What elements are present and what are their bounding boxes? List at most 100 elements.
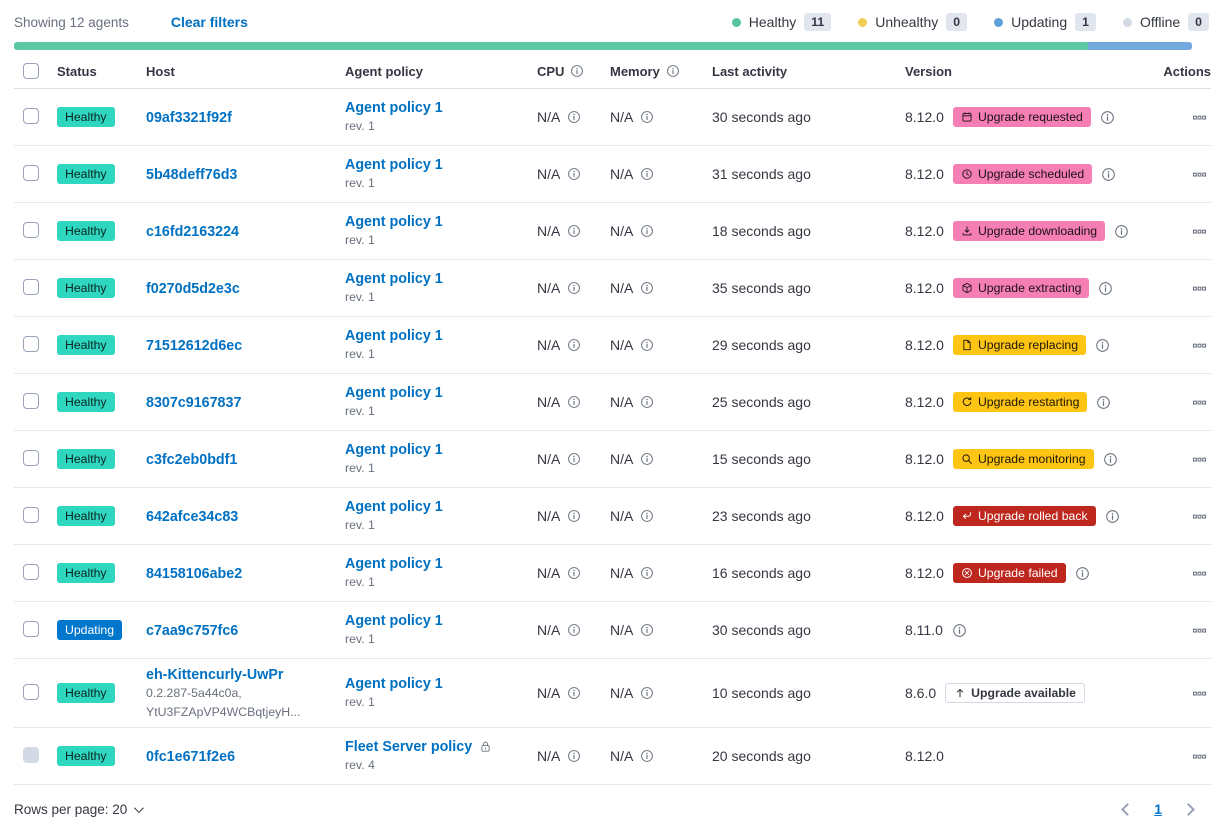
info-icon[interactable] bbox=[640, 452, 654, 466]
upgrade-info-icon[interactable] bbox=[1098, 281, 1113, 296]
info-icon[interactable] bbox=[567, 167, 581, 181]
host-link[interactable]: eh-Kittencurly-UwPr bbox=[146, 667, 284, 683]
host-link[interactable]: 5b48deff76d3 bbox=[146, 166, 238, 183]
info-icon[interactable] bbox=[640, 110, 654, 124]
info-icon[interactable] bbox=[640, 167, 654, 181]
host-link[interactable]: 0fc1e671f2e6 bbox=[146, 748, 236, 765]
row-checkbox[interactable] bbox=[23, 449, 39, 466]
row-actions-button[interactable] bbox=[1190, 336, 1209, 355]
row-checkbox[interactable] bbox=[23, 563, 39, 580]
clear-filters-link[interactable]: Clear filters bbox=[170, 14, 248, 30]
row-actions-button[interactable] bbox=[1190, 165, 1209, 184]
upgrade-info-icon[interactable] bbox=[952, 623, 967, 638]
info-icon[interactable] bbox=[567, 395, 581, 409]
info-icon[interactable] bbox=[640, 338, 654, 352]
policy-link[interactable]: Agent policy 1 bbox=[345, 384, 443, 401]
policy-link[interactable]: Agent policy 1 bbox=[345, 270, 443, 287]
info-icon[interactable] bbox=[640, 566, 654, 580]
info-icon[interactable] bbox=[567, 566, 581, 580]
info-icon[interactable] bbox=[567, 110, 581, 124]
host-link[interactable]: 642afce34c83 bbox=[146, 508, 239, 525]
upgrade-info-icon[interactable] bbox=[1100, 110, 1115, 125]
info-icon[interactable] bbox=[567, 452, 581, 466]
row-actions-button[interactable] bbox=[1190, 684, 1209, 703]
info-icon[interactable] bbox=[567, 224, 581, 238]
row-actions-button[interactable] bbox=[1190, 279, 1209, 298]
info-icon[interactable] bbox=[567, 509, 581, 523]
row-actions-button[interactable] bbox=[1190, 108, 1209, 127]
row-checkbox[interactable] bbox=[23, 506, 39, 523]
policy-link[interactable]: Agent policy 1 bbox=[345, 498, 443, 515]
info-icon[interactable] bbox=[640, 224, 654, 238]
upgrade-info-icon[interactable] bbox=[1114, 224, 1129, 239]
info-icon[interactable] bbox=[640, 395, 654, 409]
row-actions-button[interactable] bbox=[1190, 450, 1209, 469]
info-icon[interactable] bbox=[567, 749, 581, 763]
legend-item: Unhealthy 0 bbox=[858, 13, 968, 31]
select-all-checkbox[interactable] bbox=[23, 63, 39, 79]
policy-link[interactable]: Agent policy 1 bbox=[345, 156, 443, 173]
host-link[interactable]: 84158106abe2 bbox=[146, 565, 243, 582]
version-number: 8.12.0 bbox=[905, 565, 944, 581]
info-icon[interactable] bbox=[567, 281, 581, 295]
upgrade-info-icon[interactable] bbox=[1075, 566, 1090, 581]
row-checkbox[interactable] bbox=[23, 746, 39, 763]
row-checkbox[interactable] bbox=[23, 335, 39, 352]
row-actions-button[interactable] bbox=[1190, 507, 1209, 526]
row-checkbox[interactable] bbox=[23, 278, 39, 295]
page-number-1[interactable]: 1 bbox=[1154, 801, 1162, 818]
table-footer: Rows per page: 20 1 bbox=[0, 785, 1225, 817]
row-actions-button[interactable] bbox=[1190, 747, 1209, 766]
row-actions-button[interactable] bbox=[1190, 222, 1209, 241]
header-memory: Memory bbox=[610, 63, 660, 79]
rows-per-page-button[interactable]: Rows per page: 20 bbox=[14, 802, 145, 817]
upgrade-info-icon[interactable] bbox=[1096, 395, 1111, 410]
info-icon[interactable] bbox=[640, 749, 654, 763]
host-link[interactable]: f0270d5d2e3c bbox=[146, 280, 240, 297]
table-row: Healthy c16fd2163224 Agent policy 1 rev.… bbox=[14, 203, 1211, 260]
policy-link[interactable]: Fleet Server policy bbox=[345, 738, 473, 755]
upgrade-info-icon[interactable] bbox=[1105, 509, 1120, 524]
policy-link[interactable]: Agent policy 1 bbox=[345, 99, 443, 116]
info-icon[interactable] bbox=[640, 281, 654, 295]
policy-link[interactable]: Agent policy 1 bbox=[345, 612, 443, 629]
row-checkbox[interactable] bbox=[23, 107, 39, 124]
policy-link[interactable]: Agent policy 1 bbox=[345, 441, 443, 458]
memory-value: N/A bbox=[610, 109, 634, 125]
last-activity: 10 seconds ago bbox=[712, 685, 811, 702]
host-link[interactable]: 09af3321f92f bbox=[146, 109, 232, 126]
info-icon[interactable] bbox=[640, 509, 654, 523]
next-page-button[interactable] bbox=[1182, 802, 1195, 816]
host-link[interactable]: 8307c9167837 bbox=[146, 394, 242, 411]
host-link[interactable]: 71512612d6ec bbox=[146, 337, 243, 354]
row-actions-button[interactable] bbox=[1190, 564, 1209, 583]
cpu-value: N/A bbox=[537, 565, 561, 581]
info-icon[interactable] bbox=[570, 64, 584, 78]
info-icon[interactable] bbox=[567, 338, 581, 352]
last-activity: 18 seconds ago bbox=[712, 223, 811, 239]
row-checkbox[interactable] bbox=[23, 392, 39, 409]
row-actions-button[interactable] bbox=[1190, 621, 1209, 640]
policy-link[interactable]: Agent policy 1 bbox=[345, 213, 443, 230]
row-checkbox[interactable] bbox=[23, 620, 39, 637]
row-checkbox[interactable] bbox=[23, 683, 39, 700]
row-checkbox[interactable] bbox=[23, 221, 39, 238]
info-icon[interactable] bbox=[567, 686, 581, 700]
upgrade-badge-icon bbox=[961, 567, 973, 579]
row-actions-button[interactable] bbox=[1190, 393, 1209, 412]
host-link[interactable]: c16fd2163224 bbox=[146, 223, 240, 240]
host-link[interactable]: c3fc2eb0bdf1 bbox=[146, 451, 238, 468]
upgrade-info-icon[interactable] bbox=[1101, 167, 1116, 182]
info-icon[interactable] bbox=[567, 623, 581, 637]
policy-link[interactable]: Agent policy 1 bbox=[345, 675, 443, 692]
policy-link[interactable]: Agent policy 1 bbox=[345, 555, 443, 572]
previous-page-button[interactable] bbox=[1121, 802, 1135, 816]
upgrade-info-icon[interactable] bbox=[1103, 452, 1118, 467]
info-icon[interactable] bbox=[640, 686, 654, 700]
info-icon[interactable] bbox=[666, 64, 680, 78]
policy-link[interactable]: Agent policy 1 bbox=[345, 327, 443, 344]
host-link[interactable]: c7aa9c757fc6 bbox=[146, 622, 239, 639]
row-checkbox[interactable] bbox=[23, 164, 39, 181]
upgrade-info-icon[interactable] bbox=[1095, 338, 1110, 353]
info-icon[interactable] bbox=[640, 623, 654, 637]
